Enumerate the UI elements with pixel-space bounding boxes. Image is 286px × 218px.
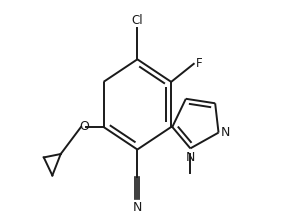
Text: Cl: Cl — [132, 14, 143, 27]
Text: N: N — [221, 126, 230, 139]
Text: F: F — [196, 57, 202, 70]
Text: O: O — [79, 121, 89, 133]
Text: N: N — [186, 151, 195, 164]
Text: N: N — [133, 201, 142, 214]
